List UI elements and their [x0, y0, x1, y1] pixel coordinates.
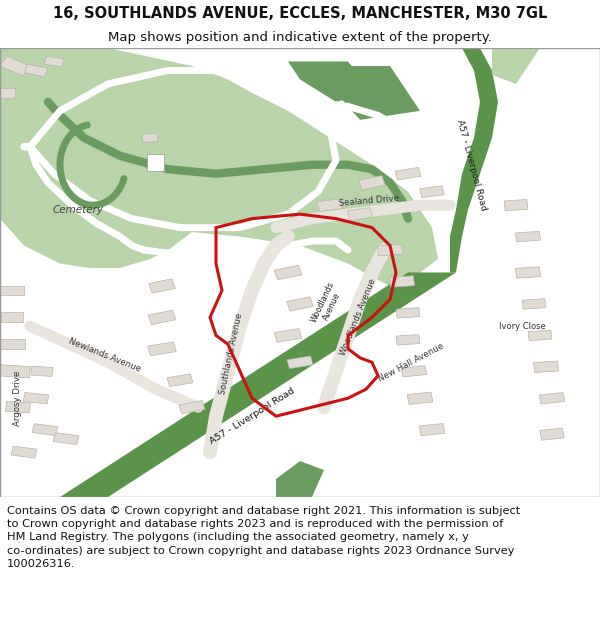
Polygon shape [32, 424, 58, 436]
Polygon shape [396, 334, 420, 345]
Polygon shape [401, 366, 427, 377]
Text: A57 - Liverpool Road: A57 - Liverpool Road [208, 386, 296, 446]
Polygon shape [274, 265, 302, 280]
Text: New Hall Avenue: New Hall Avenue [377, 341, 445, 384]
Polygon shape [377, 244, 403, 256]
Polygon shape [5, 401, 31, 413]
Polygon shape [317, 199, 343, 212]
Polygon shape [31, 366, 53, 376]
Polygon shape [288, 61, 372, 102]
Polygon shape [515, 267, 541, 278]
Polygon shape [167, 374, 193, 386]
Text: Sealand Drive: Sealand Drive [338, 194, 400, 208]
Polygon shape [395, 168, 421, 180]
Polygon shape [0, 286, 24, 296]
Polygon shape [419, 424, 445, 436]
Polygon shape [540, 428, 564, 440]
Polygon shape [389, 276, 415, 287]
Text: Newlands Avenue: Newlands Avenue [68, 337, 142, 374]
Polygon shape [53, 432, 79, 444]
Text: Cemetery: Cemetery [53, 204, 104, 214]
Polygon shape [149, 279, 175, 293]
Polygon shape [179, 401, 205, 414]
Polygon shape [60, 272, 456, 497]
Polygon shape [0, 339, 25, 349]
Polygon shape [287, 356, 313, 369]
Text: 16, SOUTHLANDS AVENUE, ECCLES, MANCHESTER, M30 7GL: 16, SOUTHLANDS AVENUE, ECCLES, MANCHESTE… [53, 6, 547, 21]
Polygon shape [420, 186, 444, 198]
Polygon shape [11, 446, 37, 458]
Polygon shape [492, 48, 540, 84]
Polygon shape [44, 56, 64, 67]
Text: A57 - Liverpool Road: A57 - Liverpool Road [455, 118, 487, 211]
Polygon shape [23, 392, 49, 404]
Polygon shape [142, 133, 158, 142]
Text: Contains OS data © Crown copyright and database right 2021. This information is : Contains OS data © Crown copyright and d… [7, 506, 520, 569]
Text: Woodlands Avenue: Woodlands Avenue [338, 278, 377, 357]
Polygon shape [287, 297, 313, 311]
Polygon shape [148, 342, 176, 356]
Polygon shape [522, 299, 546, 309]
Polygon shape [450, 48, 498, 272]
Polygon shape [515, 231, 541, 242]
Polygon shape [312, 66, 420, 120]
Text: Argosy Drive: Argosy Drive [13, 371, 23, 426]
Polygon shape [504, 199, 528, 211]
Text: Southlands Avenue: Southlands Avenue [218, 312, 244, 395]
Polygon shape [539, 392, 565, 404]
Bar [147, 154, 164, 171]
Polygon shape [148, 310, 176, 324]
Polygon shape [407, 392, 433, 404]
Polygon shape [274, 329, 302, 342]
Polygon shape [396, 308, 420, 318]
Polygon shape [533, 361, 559, 372]
Polygon shape [528, 330, 552, 341]
Polygon shape [359, 176, 385, 190]
Polygon shape [347, 208, 373, 221]
Polygon shape [276, 461, 324, 497]
Polygon shape [1, 312, 23, 322]
Text: Map shows position and indicative extent of the property.: Map shows position and indicative extent… [108, 31, 492, 44]
Text: Woodlands
Avenue: Woodlands Avenue [309, 280, 345, 328]
Polygon shape [0, 56, 31, 76]
Polygon shape [0, 88, 15, 98]
Text: Ivory Close: Ivory Close [499, 322, 545, 331]
Polygon shape [0, 365, 31, 378]
Polygon shape [25, 64, 47, 77]
Polygon shape [0, 48, 438, 286]
